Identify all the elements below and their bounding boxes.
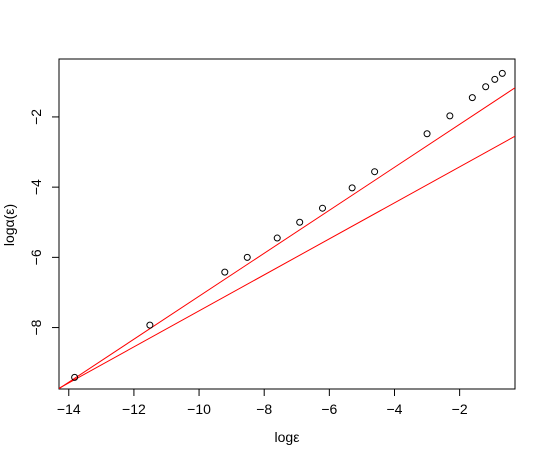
plot-frame [58,58,516,390]
y-tick-label: −4 [28,179,44,195]
fit-line-1 [59,87,515,389]
data-point-10 [423,130,431,138]
data-point-7 [319,204,326,212]
data-point-3 [221,268,229,276]
data-point-2 [146,321,154,329]
data-point-4 [243,253,251,261]
x-axis: −14 −12 −10 −8 −6 −4 −2 [57,388,468,417]
y-tick-label: −6 [28,249,44,265]
x-tick-label: −4 [387,401,403,417]
data-point-12 [468,94,476,102]
x-axis-title: logε [275,429,300,445]
x-tick-label: −6 [321,401,337,417]
data-point-6 [296,218,304,226]
data-point-1 [71,373,79,381]
data-point-8 [348,184,356,192]
data-point-15 [498,69,506,77]
data-point-11 [446,112,454,120]
data-point-5 [273,234,281,242]
data-point-14 [491,75,499,83]
x-tick-label: −14 [57,401,81,417]
fit-lines [59,87,515,389]
fit-line-2 [59,135,515,389]
y-axis-title: logα(ε) [1,204,17,246]
x-tick-label: −2 [452,401,468,417]
data-point-9 [371,168,379,176]
data-points [71,69,506,381]
data-point-13 [482,83,490,91]
x-tick-label: −8 [256,401,272,417]
x-tick-label: −12 [122,401,146,417]
y-tick-label: −2 [28,109,44,125]
x-tick-label: −10 [187,401,211,417]
y-tick-label: −8 [28,319,44,335]
y-axis: −8 −6 −4 −2 [28,109,60,336]
